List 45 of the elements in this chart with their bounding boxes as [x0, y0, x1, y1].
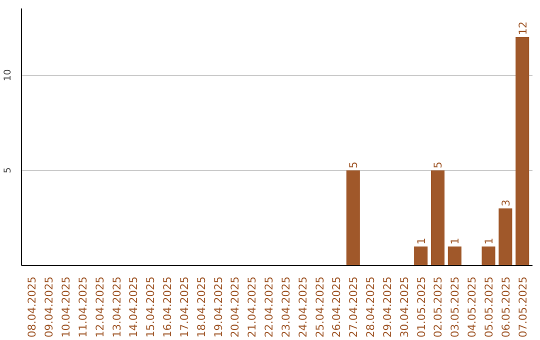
x-tick-label: 17.04.2025 — [178, 276, 191, 338]
x-tick-label: 08.04.2025 — [26, 276, 39, 338]
x-tick-label: 22.04.2025 — [262, 276, 276, 338]
bar — [414, 246, 428, 266]
x-tick-label: 03.05.2025 — [448, 276, 462, 338]
x-tick-label: 23.04.2025 — [279, 276, 292, 338]
data-label: 5 — [432, 162, 445, 168]
x-tick-label: 20.04.2025 — [228, 276, 242, 338]
bar — [448, 246, 462, 266]
bar — [346, 170, 360, 266]
x-tick-label: 10.04.2025 — [59, 276, 72, 338]
x-tick-label: 14.04.2025 — [127, 276, 140, 338]
x-tick-label: 28.04.2025 — [364, 276, 378, 338]
data-label: 12 — [516, 21, 530, 36]
x-tick-label: 29.04.2025 — [380, 276, 394, 338]
data-label: 1 — [414, 238, 428, 244]
x-tick-label: 13.04.2025 — [110, 276, 124, 338]
data-label: 5 — [347, 162, 360, 168]
x-tick-label: 01.05.2025 — [414, 276, 428, 338]
x-tick-label: 25.04.2025 — [313, 276, 326, 338]
data-label: 3 — [499, 200, 512, 206]
data-label: 1 — [482, 238, 496, 244]
x-tick-label: 30.04.2025 — [398, 276, 411, 338]
y-tick-label: 10 — [2, 69, 14, 82]
data-label: 1 — [448, 238, 462, 244]
x-tick-label: 04.05.2025 — [466, 276, 479, 338]
x-tick-label: 09.04.2025 — [42, 276, 56, 338]
x-tick-label: 15.04.2025 — [144, 276, 158, 338]
bar — [498, 208, 512, 266]
x-tick-label: 26.04.2025 — [330, 276, 344, 338]
x-tick-label: 21.04.2025 — [246, 276, 259, 338]
x-tick-label: 06.05.2025 — [499, 276, 512, 338]
x-tick-label: 18.04.2025 — [194, 276, 208, 338]
bar — [482, 246, 496, 266]
x-tick-label: 07.05.2025 — [516, 276, 530, 338]
x-tick-label: 05.05.2025 — [482, 276, 496, 338]
x-tick-label: 12.04.2025 — [93, 276, 106, 338]
x-tick-label: 24.04.2025 — [296, 276, 310, 338]
x-tick-label: 11.04.2025 — [76, 276, 90, 338]
bar — [516, 37, 530, 266]
x-tick-label: 27.04.2025 — [347, 276, 360, 338]
x-tick-label: 16.04.2025 — [161, 276, 174, 338]
x-tick-label: 02.05.2025 — [432, 276, 445, 338]
x-tick-label: 19.04.2025 — [212, 276, 225, 338]
bar — [430, 170, 445, 266]
